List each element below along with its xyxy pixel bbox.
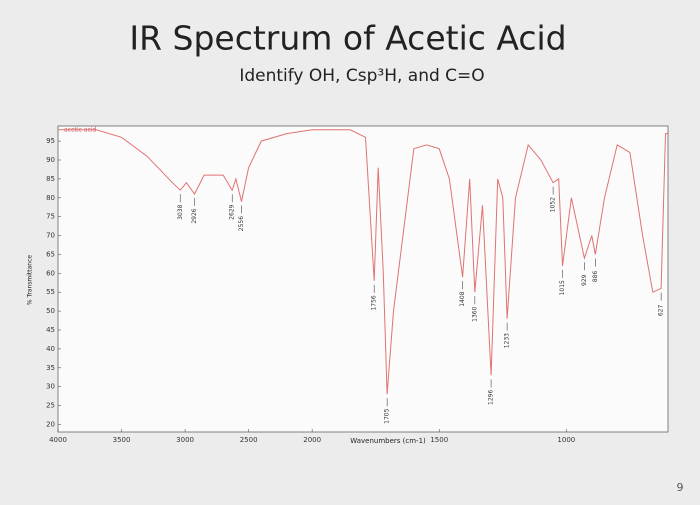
- y-tick-label: 35: [46, 364, 55, 372]
- x-tick-label: 2000: [303, 436, 321, 444]
- y-tick-label: 30: [46, 383, 55, 391]
- x-tick-label: 3500: [113, 436, 131, 444]
- chart-title: IR Spectrum of Acetic Acid: [129, 19, 566, 58]
- peak-label: 1015: [559, 280, 566, 295]
- peak-label: 1052: [550, 197, 557, 212]
- y-tick-label: 85: [46, 175, 55, 183]
- y-tick-label: 60: [46, 269, 55, 277]
- peak-label: 1360: [471, 306, 478, 321]
- y-tick-label: 65: [46, 250, 55, 258]
- peak-label: 929: [581, 274, 588, 286]
- y-axis-label: % Transmittance: [27, 255, 34, 305]
- y-tick-label: 25: [46, 402, 55, 410]
- y-tick-label: 70: [46, 232, 55, 240]
- y-tick-label: 50: [46, 307, 55, 315]
- y-tick-label: 45: [46, 326, 55, 334]
- plot-frame: [57, 125, 669, 433]
- x-tick-label: 4000: [49, 436, 67, 444]
- x-tick-label: 2500: [240, 436, 258, 444]
- peak-label: 1408: [459, 291, 466, 306]
- peak-label: 1705: [384, 408, 391, 423]
- y-tick-label: 75: [46, 213, 55, 221]
- y-tick-label: 20: [46, 420, 55, 428]
- chart-subtitle: Identify OH, Csp³H, and C=O: [239, 66, 484, 86]
- y-tick-label: 95: [46, 137, 55, 145]
- peak-label: 3038: [177, 204, 184, 219]
- peak-label: 886: [592, 271, 599, 283]
- peak-label: 2926: [191, 208, 198, 223]
- x-axis-label: Wavenumbers (cm-1): [350, 437, 426, 445]
- y-tick-label: 90: [46, 156, 55, 164]
- y-tick-label: 40: [46, 345, 55, 353]
- y-tick-label: 80: [46, 194, 55, 202]
- spectrum-line: [58, 129, 668, 395]
- peak-label: 1233: [504, 333, 511, 348]
- peak-label: 1296: [488, 390, 495, 405]
- x-tick-label: 1000: [557, 436, 575, 444]
- peak-label: 2629: [229, 204, 236, 219]
- peak-label: 627: [658, 305, 665, 317]
- x-tick-label: 1500: [430, 436, 448, 444]
- peak-label: 1756: [371, 295, 378, 310]
- x-tick-label: 3000: [176, 436, 194, 444]
- page-number: 9: [677, 481, 684, 494]
- y-tick-label: 55: [46, 288, 55, 296]
- peak-label: 2556: [238, 216, 245, 231]
